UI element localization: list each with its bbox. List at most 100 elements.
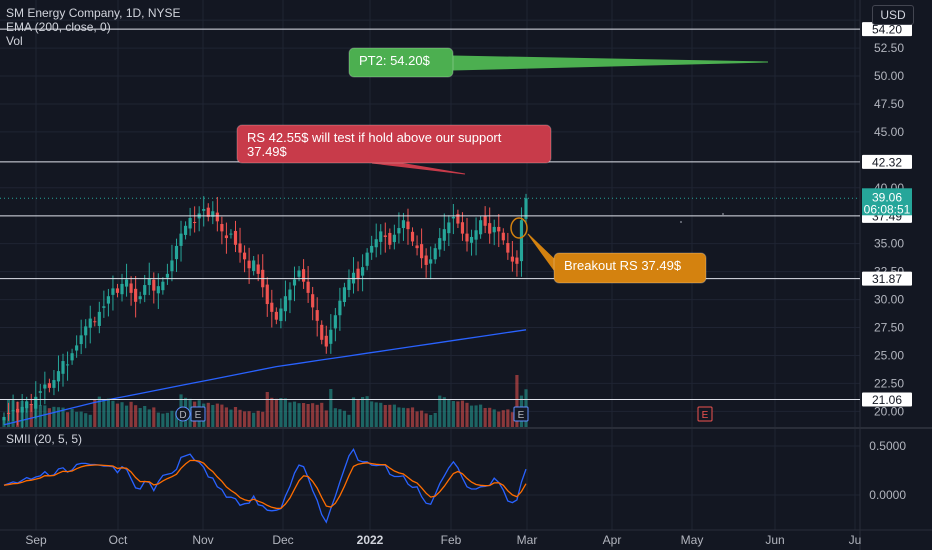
ema-indicator-label[interactable]: EMA (200, close, 0) [6, 20, 111, 34]
earnings-marker[interactable]: E [697, 406, 713, 422]
candle[interactable] [93, 316, 97, 327]
candle[interactable] [102, 290, 106, 318]
candle[interactable] [374, 223, 378, 258]
breakout-callout[interactable]: Breakout RS 37.49$ [527, 233, 707, 284]
candle[interactable] [242, 245, 247, 273]
candle[interactable] [124, 263, 129, 297]
candle[interactable] [483, 206, 487, 234]
smii-main-line[interactable] [3, 447, 527, 524]
candle[interactable] [88, 305, 92, 344]
candle[interactable] [383, 222, 387, 253]
candle[interactable] [351, 257, 356, 294]
candle[interactable] [6, 402, 11, 421]
candle[interactable] [465, 217, 469, 252]
candle[interactable] [274, 307, 278, 325]
candle[interactable] [333, 307, 337, 342]
candle[interactable] [143, 274, 147, 303]
candle[interactable] [365, 248, 369, 271]
candle[interactable] [451, 203, 455, 235]
candle[interactable] [120, 273, 124, 302]
resistance-callout[interactable]: RS 42.55$ will test if hold above our su… [236, 124, 552, 175]
candle[interactable] [433, 243, 437, 264]
candle[interactable] [492, 219, 496, 246]
candle[interactable] [474, 217, 478, 256]
candle[interactable] [320, 320, 324, 345]
pt2-callout[interactable]: PT2: 54.20$ [348, 47, 769, 78]
ema-200-line[interactable] [3, 329, 527, 426]
candle[interactable] [174, 238, 179, 272]
candle[interactable] [224, 222, 229, 254]
candle[interactable] [211, 201, 215, 225]
candle[interactable] [438, 228, 442, 257]
candle[interactable] [429, 246, 433, 280]
candle[interactable] [215, 196, 219, 232]
earnings-marker[interactable]: E [513, 406, 529, 422]
candle[interactable] [247, 247, 251, 284]
candle[interactable] [356, 261, 360, 292]
candle[interactable] [29, 393, 33, 412]
candle[interactable] [388, 228, 392, 250]
candle[interactable] [238, 227, 242, 263]
candle[interactable] [197, 206, 201, 232]
currency-selector[interactable]: USD [872, 5, 914, 25]
candle[interactable] [288, 282, 292, 314]
candle[interactable] [342, 282, 347, 307]
candle[interactable] [75, 335, 79, 358]
candle[interactable] [202, 196, 206, 227]
candle[interactable] [392, 224, 396, 250]
candle[interactable] [301, 259, 306, 289]
candle[interactable] [456, 209, 460, 229]
candle[interactable] [338, 287, 342, 331]
candle[interactable] [111, 275, 115, 311]
candle[interactable] [179, 220, 183, 262]
candle[interactable] [156, 273, 160, 309]
dividend-marker[interactable]: D [175, 406, 191, 422]
candle[interactable] [469, 229, 474, 256]
candle[interactable] [106, 288, 110, 317]
candle[interactable] [161, 277, 165, 295]
candle[interactable] [193, 206, 197, 233]
candle[interactable] [38, 383, 42, 406]
candle[interactable] [265, 277, 269, 317]
candle[interactable] [279, 298, 283, 329]
candle[interactable] [324, 325, 328, 354]
symbol-title[interactable]: SM Energy Company, 1D, NYSE [6, 6, 181, 20]
candle[interactable] [84, 319, 88, 349]
candle[interactable] [252, 255, 256, 276]
candle[interactable] [43, 371, 47, 405]
candle[interactable] [56, 355, 61, 392]
candle[interactable] [401, 212, 406, 241]
candle[interactable] [506, 232, 510, 260]
candle[interactable] [2, 412, 6, 425]
candle[interactable] [379, 224, 383, 255]
candle[interactable] [406, 208, 410, 245]
candle[interactable] [510, 240, 514, 272]
candle[interactable] [70, 348, 74, 365]
candle[interactable] [65, 351, 70, 381]
candle[interactable] [447, 215, 451, 247]
candle[interactable] [479, 215, 483, 239]
candle[interactable] [311, 286, 315, 321]
smii-signal-line[interactable] [3, 459, 527, 510]
earnings-marker[interactable]: E [190, 406, 206, 422]
candle[interactable] [488, 207, 492, 244]
candle[interactable] [229, 229, 233, 239]
candle[interactable] [524, 193, 528, 224]
candle[interactable] [129, 276, 133, 306]
candle[interactable] [52, 369, 56, 396]
candle[interactable] [138, 291, 142, 304]
candle[interactable] [415, 235, 419, 256]
candle[interactable] [424, 248, 428, 278]
candle[interactable] [233, 220, 238, 253]
candle[interactable] [165, 263, 169, 285]
candle[interactable] [256, 254, 260, 282]
candle[interactable] [47, 378, 51, 393]
candle[interactable] [315, 297, 319, 337]
candle[interactable] [397, 212, 401, 244]
candle[interactable] [270, 289, 274, 328]
candle[interactable] [515, 250, 519, 277]
candle[interactable] [183, 221, 188, 240]
volume-label[interactable]: Vol [6, 34, 23, 48]
candle[interactable] [11, 394, 15, 421]
